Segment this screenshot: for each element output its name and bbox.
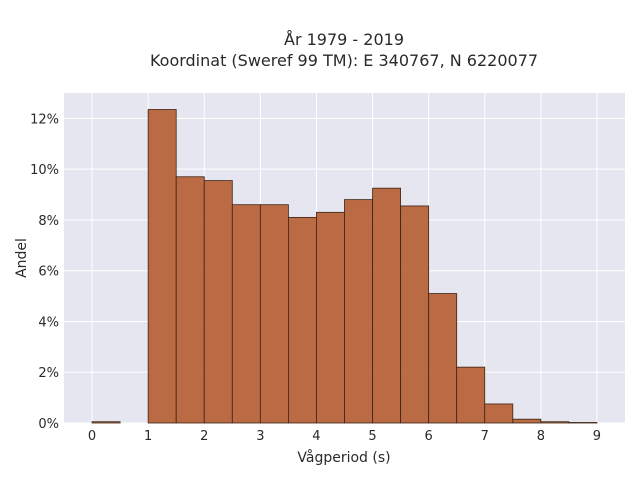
y-tick-label: 8% xyxy=(38,214,59,229)
bars xyxy=(91,109,598,424)
histogram-bar xyxy=(512,418,542,424)
y-tick-label: 4% xyxy=(38,315,59,330)
x-tick-label: 7 xyxy=(481,429,489,444)
histogram-bar xyxy=(400,205,430,424)
y-tick-label: 0% xyxy=(38,417,59,432)
chart-title-line1: År 1979 - 2019 xyxy=(284,30,404,49)
ticks: 0 1 2 3 4 5 6 7 8 9 0% 2% 4% 6% 8% 10% 12% xyxy=(30,112,601,444)
x-tick-label: 1 xyxy=(144,429,152,444)
x-tick-label: 6 xyxy=(425,429,433,444)
histogram-bar xyxy=(203,180,233,424)
histogram-bar xyxy=(147,109,177,424)
y-tick-label: 10% xyxy=(30,163,59,178)
y-axis-label: Andel xyxy=(14,238,30,278)
histogram-bar xyxy=(372,187,401,424)
x-tick-label: 2 xyxy=(200,429,208,444)
y-tick-label: 2% xyxy=(38,366,59,381)
histogram-bar xyxy=(231,204,261,424)
x-tick-label: 3 xyxy=(256,429,264,444)
x-tick-label: 8 xyxy=(537,429,545,444)
y-tick-label: 6% xyxy=(38,265,59,280)
x-tick-label: 5 xyxy=(368,429,376,444)
x-axis-label: Vågperiod (s) xyxy=(297,449,390,466)
chart-title-line2: Koordinat (Sweref 99 TM): E 340767, N 62… xyxy=(150,51,538,70)
histogram-bar xyxy=(540,421,570,424)
histogram-bar xyxy=(428,293,458,424)
x-tick-label: 0 xyxy=(88,429,96,444)
histogram-bar xyxy=(316,211,345,424)
histogram-bar xyxy=(456,366,486,424)
histogram-bar xyxy=(175,176,205,424)
histogram-bar xyxy=(568,422,598,424)
histogram-bar xyxy=(287,216,317,424)
x-tick-label: 4 xyxy=(312,429,320,444)
histogram-bar xyxy=(259,204,289,424)
x-tick-label: 9 xyxy=(593,429,601,444)
histogram-bar xyxy=(344,199,373,424)
histogram-bar xyxy=(484,403,514,424)
y-tick-label: 12% xyxy=(30,112,59,127)
histogram-bar xyxy=(91,421,121,424)
